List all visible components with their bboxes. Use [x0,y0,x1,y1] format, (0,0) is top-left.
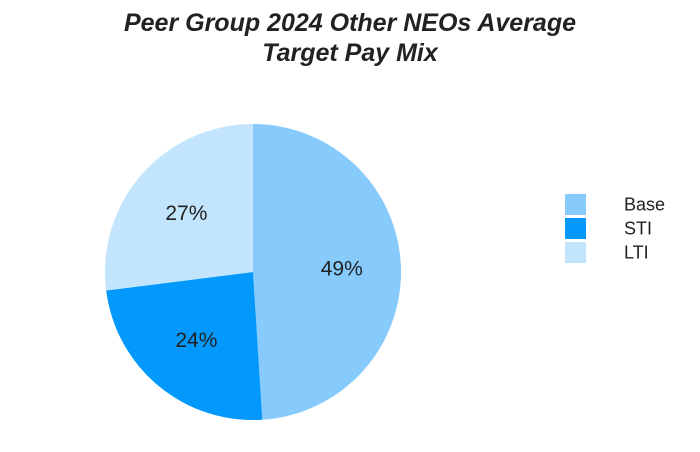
pie-label-base: 49% [321,258,363,281]
chart-title-line-1: Peer Group 2024 Other NEOs Average [123,9,577,37]
chart-title: Peer Group 2024 Other NEOs Average Targe… [0,8,700,68]
legend: Base STI LTI [565,194,665,263]
legend-swatch-base [565,194,586,215]
pie-label-lti: 27% [165,202,207,225]
pie-labels: 49% 24% 27% [165,202,362,352]
legend-label-sti: STI [624,219,652,239]
legend-label-base: Base [624,195,665,215]
pie-slice-sti [106,272,263,420]
legend-label-lti: LTI [624,243,649,263]
legend-swatch-sti [565,218,586,239]
legend-swatch-lti [565,242,586,263]
pie-slice-lti [104,124,253,291]
pie-slice-base [253,124,401,420]
chart-title-line-2: Target Pay Mix [262,39,438,67]
pie-label-sti: 24% [175,329,217,352]
pie-slices [104,124,401,420]
